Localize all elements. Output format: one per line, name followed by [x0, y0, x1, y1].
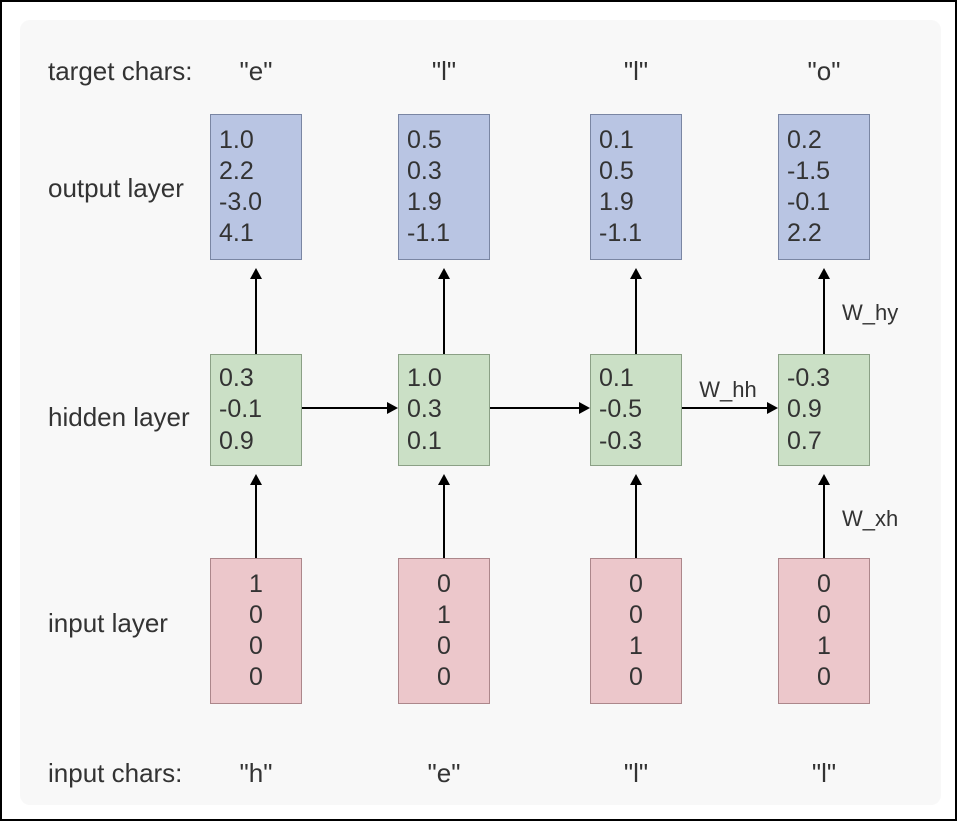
arrow-input-to-hidden-2	[635, 476, 637, 558]
label-W_xh: W_xh	[842, 506, 898, 532]
hidden-vector-2: 0.1-0.5-0.3	[590, 354, 682, 466]
input-vector-0: 1000	[210, 558, 302, 704]
arrow-hidden-to-output-3	[823, 270, 825, 354]
input-char-0: "h"	[216, 758, 296, 789]
output-vector-2: 0.10.51.9-1.1	[590, 114, 682, 260]
arrow-hidden-to-output-0	[255, 270, 257, 354]
arrow-input-to-hidden-1	[443, 476, 445, 558]
arrow-hidden-to-output-2	[635, 270, 637, 354]
diagram-frame: target chars: output layer hidden layer inp…	[0, 0, 957, 821]
target-char-2: "l"	[596, 56, 676, 87]
input-char-1: "e"	[404, 758, 484, 789]
input-vector-3: 0010	[778, 558, 870, 704]
label-input-chars: input chars:	[48, 758, 182, 789]
label-W_hh: W_hh	[699, 377, 756, 403]
target-char-3: "o"	[784, 56, 864, 87]
arrow-hidden-recurrent-2	[682, 407, 776, 409]
input-char-3: "l"	[784, 758, 864, 789]
arrow-input-to-hidden-0	[255, 476, 257, 558]
hidden-vector-0: 0.3-0.10.9	[210, 354, 302, 466]
output-vector-3: 0.2-1.5-0.12.2	[778, 114, 870, 260]
target-char-0: "e"	[216, 56, 296, 87]
input-char-2: "l"	[596, 758, 676, 789]
label-input-layer: input layer	[48, 608, 168, 639]
input-vector-1: 0100	[398, 558, 490, 704]
input-vector-2: 0010	[590, 558, 682, 704]
label-hidden-layer: hidden layer	[48, 402, 190, 433]
hidden-vector-1: 1.00.30.1	[398, 354, 490, 466]
label-output-layer: output layer	[48, 173, 184, 204]
arrow-hidden-recurrent-0	[302, 407, 396, 409]
target-char-1: "l"	[404, 56, 484, 87]
label-target-chars: target chars:	[48, 56, 193, 87]
output-vector-0: 1.02.2-3.04.1	[210, 114, 302, 260]
output-vector-1: 0.50.31.9-1.1	[398, 114, 490, 260]
arrow-hidden-recurrent-1	[490, 407, 588, 409]
label-W_hy: W_hy	[842, 300, 898, 326]
hidden-vector-3: -0.30.90.7	[778, 354, 870, 466]
arrow-input-to-hidden-3	[823, 476, 825, 558]
arrow-hidden-to-output-1	[443, 270, 445, 354]
